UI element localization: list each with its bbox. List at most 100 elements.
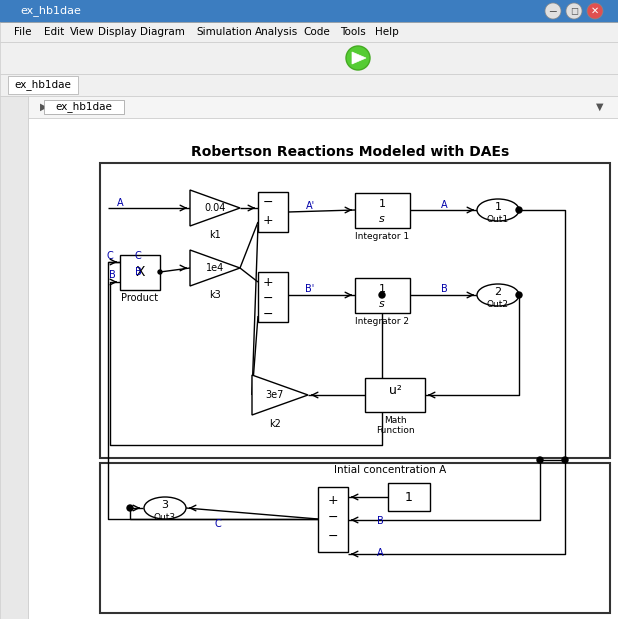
Bar <box>0 22 618 42</box>
Ellipse shape <box>144 497 186 519</box>
Text: C: C <box>107 251 113 261</box>
Text: Function: Function <box>376 425 414 435</box>
Text: C: C <box>214 519 221 529</box>
Text: −: − <box>263 196 273 209</box>
Text: +: + <box>263 275 273 288</box>
Bar <box>355 193 410 228</box>
Text: −: − <box>328 529 338 542</box>
Text: −: − <box>263 308 273 321</box>
Text: −: − <box>328 511 338 524</box>
Circle shape <box>516 292 522 298</box>
Text: Help: Help <box>375 27 399 37</box>
Text: +: + <box>263 214 273 227</box>
Text: ─: ─ <box>549 6 556 16</box>
Text: ✕: ✕ <box>591 6 599 16</box>
Text: +: + <box>328 493 338 506</box>
Text: Code: Code <box>303 27 330 37</box>
Text: A: A <box>117 198 124 208</box>
Text: s: s <box>379 214 385 224</box>
Text: View: View <box>70 27 95 37</box>
Text: 3: 3 <box>161 500 169 510</box>
Text: ▼: ▼ <box>596 102 604 112</box>
Bar <box>8 76 78 94</box>
Text: ◻: ◻ <box>570 6 578 16</box>
Text: Integrator 1: Integrator 1 <box>355 232 409 241</box>
Bar <box>0 0 618 22</box>
Text: B: B <box>376 516 383 526</box>
Text: File: File <box>14 27 32 37</box>
Text: Math: Math <box>384 415 406 425</box>
Text: A: A <box>377 548 383 558</box>
Circle shape <box>158 270 162 274</box>
Bar <box>44 100 124 114</box>
Bar <box>388 483 430 511</box>
Text: B: B <box>109 270 116 280</box>
Text: Out1: Out1 <box>487 215 509 223</box>
Polygon shape <box>190 250 240 286</box>
Ellipse shape <box>477 199 519 221</box>
Text: Simulation: Simulation <box>196 27 252 37</box>
Polygon shape <box>190 190 240 226</box>
Text: k1: k1 <box>209 230 221 240</box>
Circle shape <box>346 46 370 70</box>
Circle shape <box>587 3 603 19</box>
Text: B: B <box>135 267 142 277</box>
Text: Out3: Out3 <box>154 513 176 521</box>
Text: C: C <box>135 251 142 261</box>
Text: 2: 2 <box>494 287 502 297</box>
Bar <box>0 74 618 96</box>
Text: ex_hb1dae: ex_hb1dae <box>20 6 81 17</box>
Text: 1: 1 <box>378 284 386 294</box>
Bar <box>258 272 288 322</box>
Polygon shape <box>352 52 366 64</box>
Text: A: A <box>441 200 447 210</box>
Text: Display: Display <box>98 27 137 37</box>
Polygon shape <box>252 375 308 415</box>
Text: 0.04: 0.04 <box>205 203 226 213</box>
Text: ex_hb1dae: ex_hb1dae <box>15 80 72 90</box>
Circle shape <box>537 457 543 463</box>
Text: 3e7: 3e7 <box>266 390 284 400</box>
Bar <box>318 487 348 552</box>
Bar <box>0 42 618 74</box>
Bar <box>0 0 618 22</box>
Text: Product: Product <box>122 293 159 303</box>
Text: Integrator 2: Integrator 2 <box>355 316 409 326</box>
Bar <box>28 96 618 118</box>
Text: u²: u² <box>389 384 402 397</box>
Text: 1: 1 <box>405 490 413 503</box>
Text: k3: k3 <box>209 290 221 300</box>
Ellipse shape <box>477 284 519 306</box>
Bar <box>120 255 160 290</box>
Circle shape <box>516 207 522 213</box>
Bar <box>258 192 288 232</box>
Text: Robertson Reactions Modeled with DAEs: Robertson Reactions Modeled with DAEs <box>191 145 509 159</box>
Bar <box>365 378 425 412</box>
Text: B: B <box>441 284 447 294</box>
Text: 1: 1 <box>378 199 386 209</box>
Text: ▶: ▶ <box>40 102 48 112</box>
Circle shape <box>562 457 568 463</box>
Bar <box>28 118 618 619</box>
Text: k2: k2 <box>269 419 281 429</box>
Circle shape <box>127 505 133 511</box>
Text: A': A' <box>305 201 315 211</box>
Text: Out2: Out2 <box>487 300 509 308</box>
Text: −: − <box>263 292 273 305</box>
Circle shape <box>566 3 582 19</box>
Text: Tools: Tools <box>340 27 366 37</box>
Text: Edit: Edit <box>44 27 64 37</box>
Bar <box>0 96 28 619</box>
Text: B': B' <box>305 284 315 294</box>
Bar <box>355 278 410 313</box>
Text: Intial concentration A: Intial concentration A <box>334 465 446 475</box>
Text: 1: 1 <box>494 202 501 212</box>
Text: Diagram: Diagram <box>140 27 185 37</box>
Bar <box>100 463 610 613</box>
Bar <box>100 163 610 458</box>
Text: X: X <box>135 265 145 279</box>
Text: ex_hb1dae: ex_hb1dae <box>56 102 112 113</box>
Text: Analysis: Analysis <box>255 27 298 37</box>
Text: 1e4: 1e4 <box>206 263 224 273</box>
Circle shape <box>379 292 385 298</box>
